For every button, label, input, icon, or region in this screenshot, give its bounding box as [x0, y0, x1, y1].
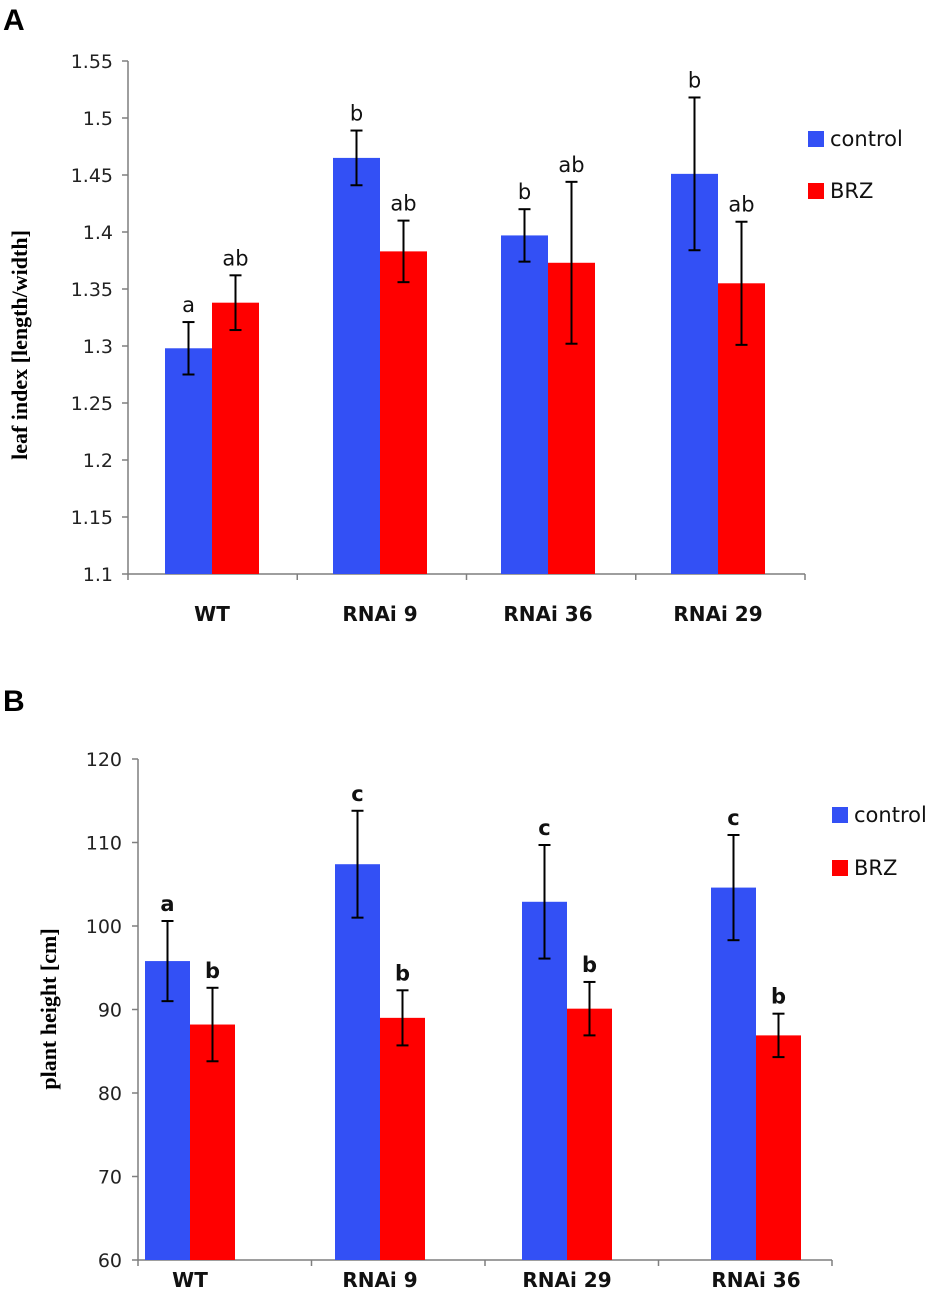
panel-b-y-tick-label: 80 — [98, 1083, 122, 1105]
panel-b-bar-brz — [190, 1024, 235, 1260]
panel-b-bar-control — [522, 901, 567, 1260]
panel-b-significance-label: c — [351, 782, 363, 806]
panel-b-legend-swatch — [832, 807, 848, 823]
panel-b-bar-control — [145, 961, 190, 1260]
panel-a-significance-label: ab — [728, 193, 754, 217]
panel-b-legend-label: BRZ — [854, 856, 897, 880]
panel-a-bar-brz — [212, 302, 259, 574]
panel-a-y-tick-label: 1.4 — [83, 222, 113, 244]
panel-a-category-label: RNAi 29 — [673, 602, 762, 626]
panel-b-bar-control — [335, 864, 380, 1260]
panel-b-significance-label: b — [582, 953, 597, 977]
panel-a-y-tick-label: 1.1 — [83, 564, 113, 586]
panel-a-y-axis-label: leaf index [length/width] — [7, 230, 32, 460]
panel-b-y-tick-label: 60 — [98, 1250, 122, 1272]
panel-a-bar-control — [165, 348, 212, 574]
panel-a-bar-control — [333, 157, 380, 574]
panel-b-significance-label: c — [538, 816, 550, 840]
panel-a-significance-label: b — [688, 68, 701, 92]
panel-b-y-axis-label: plant height [cm] — [36, 928, 61, 1089]
panel-b-significance-label: c — [727, 806, 739, 830]
panel-b-legend-swatch — [832, 860, 848, 876]
panel-b-significance-label: b — [395, 961, 410, 985]
panel-b-y-tick-label: 90 — [98, 1000, 122, 1022]
panel-a-y-tick-label: 1.25 — [71, 393, 113, 415]
panel-b-category-label: RNAi 36 — [711, 1268, 800, 1292]
panel-b-bar-control — [711, 887, 756, 1260]
panel-b-significance-label: b — [205, 959, 220, 983]
panel-b-category-label: RNAi 29 — [522, 1268, 611, 1292]
panel-a-letter: A — [3, 4, 25, 37]
panel-b-category-label: WT — [172, 1268, 208, 1292]
panel-b-y-tick-label: 70 — [98, 1167, 122, 1189]
panel-a-legend-swatch — [808, 131, 824, 147]
panel-a-significance-label: ab — [558, 153, 584, 177]
panel-b-category-label: RNAi 9 — [342, 1268, 417, 1292]
panel-b-y-tick-label: 110 — [86, 833, 122, 855]
panel-a-y-tick-label: 1.2 — [83, 450, 113, 472]
panel-b-legend-label: control — [854, 803, 927, 827]
panel-a-y-tick-label: 1.5 — [83, 108, 113, 130]
panel-a: A leaf index [length/width] 1.1 1.15 1.2 1.… — [3, 4, 903, 626]
panel-a-y-tick-label: 1.55 — [71, 51, 113, 73]
panel-a-y-tick-label: 1.15 — [71, 507, 113, 529]
panel-b-y-tick-label: 120 — [86, 749, 122, 771]
panel-b-significance-label: b — [771, 985, 786, 1009]
panel-a-significance-label: a — [182, 293, 195, 317]
panel-b-bar-brz — [567, 1008, 612, 1260]
panel-a-legend-label: BRZ — [830, 179, 873, 203]
panel-b-bar-brz — [756, 1035, 801, 1260]
panel-b-bar-brz — [380, 1017, 425, 1260]
panel-b-significance-label: a — [160, 892, 174, 916]
panel-a-significance-label: b — [518, 180, 531, 204]
panel-a-legend-swatch — [808, 183, 824, 199]
panel-b: B plant height [cm] 60 70 80 90 100 110 120 a b W… — [3, 685, 927, 1292]
panel-b-letter: B — [3, 685, 25, 718]
panel-a-category-label: WT — [194, 602, 230, 626]
panel-b-y-tick-label: 100 — [86, 916, 122, 938]
panel-a-y-tick-label: 1.45 — [71, 165, 113, 187]
panel-a-y-tick-label: 1.3 — [83, 336, 113, 358]
panel-a-category-label: RNAi 9 — [342, 602, 417, 626]
panel-a-category-label: RNAi 36 — [503, 602, 592, 626]
panel-a-significance-label: ab — [390, 192, 416, 216]
panel-a-y-tick-label: 1.35 — [71, 279, 113, 301]
panel-a-significance-label: ab — [222, 246, 248, 270]
panel-a-significance-label: b — [350, 102, 363, 126]
panel-a-bar-brz — [380, 251, 427, 574]
panel-a-legend-label: control — [830, 127, 903, 151]
panel-a-bar-control — [501, 235, 548, 575]
